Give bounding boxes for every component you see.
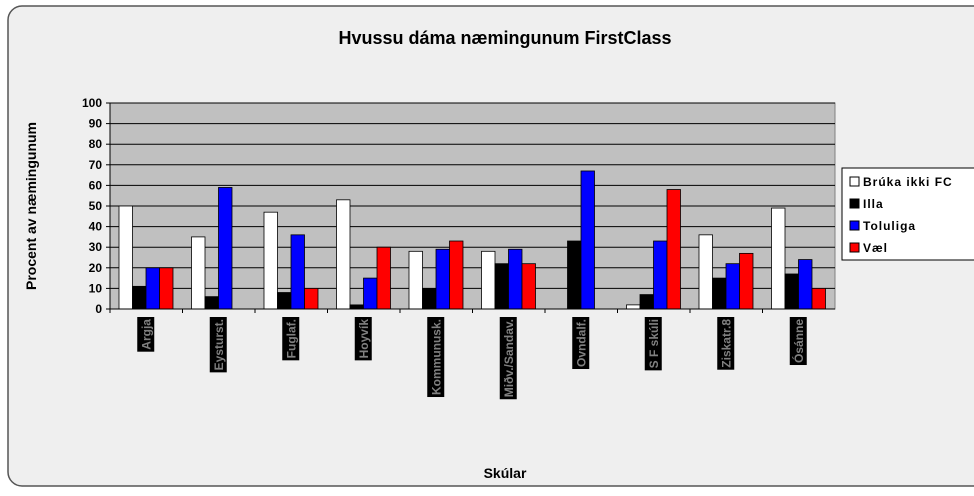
bar	[304, 287, 319, 310]
x-tick-label-bg	[137, 317, 155, 352]
y-tick-label: 20	[89, 261, 103, 275]
bar	[290, 234, 305, 310]
bar	[218, 187, 233, 310]
x-tick-group: Argja	[137, 317, 155, 352]
x-tick-label: Argja	[139, 319, 153, 350]
bar	[639, 294, 654, 310]
bar	[376, 246, 391, 310]
y-tick-label: 70	[89, 158, 103, 172]
x-tick-label: S F skúli	[647, 319, 661, 368]
x-tick-label: Ziskatr.8	[719, 319, 733, 368]
bar	[771, 207, 786, 310]
bar	[666, 189, 681, 310]
bar	[712, 277, 727, 310]
x-tick-group: Fuglaf.	[282, 317, 300, 361]
bar	[481, 250, 496, 310]
x-tick-label: Eysturst.	[212, 319, 226, 370]
bar	[363, 277, 378, 310]
x-tick-label: Kommunusk.	[429, 319, 443, 395]
bar	[798, 259, 813, 310]
x-tick-label: Hoyvík	[357, 319, 371, 359]
x-tick-label-bg	[354, 317, 372, 361]
x-tick-group: Ósánne	[789, 317, 807, 366]
x-tick-group: Ziskatr.8	[717, 317, 735, 370]
x-tick-label-bg	[282, 317, 300, 361]
y-axis-label: Procent av næmingunum	[23, 122, 39, 290]
x-tick-label-bg	[644, 317, 662, 371]
x-tick-label-bg	[209, 317, 227, 373]
y-tick-label: 50	[89, 199, 103, 213]
y-tick-label: 60	[89, 178, 103, 192]
x-tick-group: Eysturst.	[209, 317, 227, 373]
bar	[725, 263, 740, 310]
bar	[494, 263, 509, 310]
y-tick-label: 90	[89, 117, 103, 131]
legend-label: Brúka ikki FC	[863, 175, 953, 189]
x-tick-group: S F skúli	[644, 317, 662, 371]
bar	[336, 199, 351, 310]
bar	[118, 205, 133, 310]
x-tick-label-bg	[572, 317, 590, 370]
legend-swatch	[849, 198, 860, 209]
x-tick-group: Kommunusk.	[427, 317, 445, 398]
legend-swatch	[849, 220, 860, 231]
bar	[435, 248, 450, 310]
legend-swatch	[849, 242, 860, 253]
bar	[204, 296, 219, 310]
y-tick-label: 100	[82, 96, 102, 110]
x-tick-label-bg	[789, 317, 807, 366]
x-tick-group: Hoyvík	[354, 317, 372, 361]
bar	[263, 211, 278, 310]
bar	[653, 240, 668, 310]
bar	[349, 304, 364, 310]
bar	[145, 267, 160, 310]
x-tick-label: Ósánne	[791, 319, 806, 363]
x-tick-label: Miðv./Sandav.	[502, 319, 516, 397]
x-axis-label: Skúlar	[484, 465, 527, 481]
bar	[784, 273, 799, 310]
bar	[811, 287, 826, 310]
chart-title: Hvussu dáma næmingunum FirstClass	[338, 28, 671, 48]
x-tick-label-bg	[499, 317, 517, 400]
bar	[422, 287, 437, 310]
bar	[580, 170, 595, 310]
x-tick-label: Fuglaf.	[284, 319, 298, 358]
y-tick-label: 10	[89, 281, 103, 295]
bar	[449, 240, 464, 310]
bar	[408, 250, 423, 310]
legend-label: Illa	[863, 197, 884, 211]
bar	[698, 234, 713, 310]
legend-swatch	[849, 176, 860, 187]
bar	[739, 252, 754, 310]
y-tick-label: 40	[89, 220, 103, 234]
bar	[159, 267, 174, 310]
x-tick-label-bg	[427, 317, 445, 398]
bar	[626, 304, 641, 310]
bar	[132, 285, 147, 310]
y-tick-label: 0	[95, 302, 102, 316]
bar	[521, 263, 536, 310]
x-tick-group: Ovndalf.	[572, 317, 590, 370]
bar	[567, 240, 582, 310]
legend-label: Væl	[863, 241, 888, 255]
bar	[277, 292, 292, 310]
legend-label: Toluliga	[863, 219, 916, 233]
legend-box	[841, 167, 974, 261]
x-tick-group: Miðv./Sandav.	[499, 317, 517, 400]
bar	[508, 248, 523, 310]
bar	[191, 236, 206, 310]
y-tick-label: 30	[89, 240, 103, 254]
x-tick-label: Ovndalf.	[574, 319, 588, 367]
x-tick-label-bg	[717, 317, 735, 370]
y-tick-label: 80	[89, 137, 103, 151]
